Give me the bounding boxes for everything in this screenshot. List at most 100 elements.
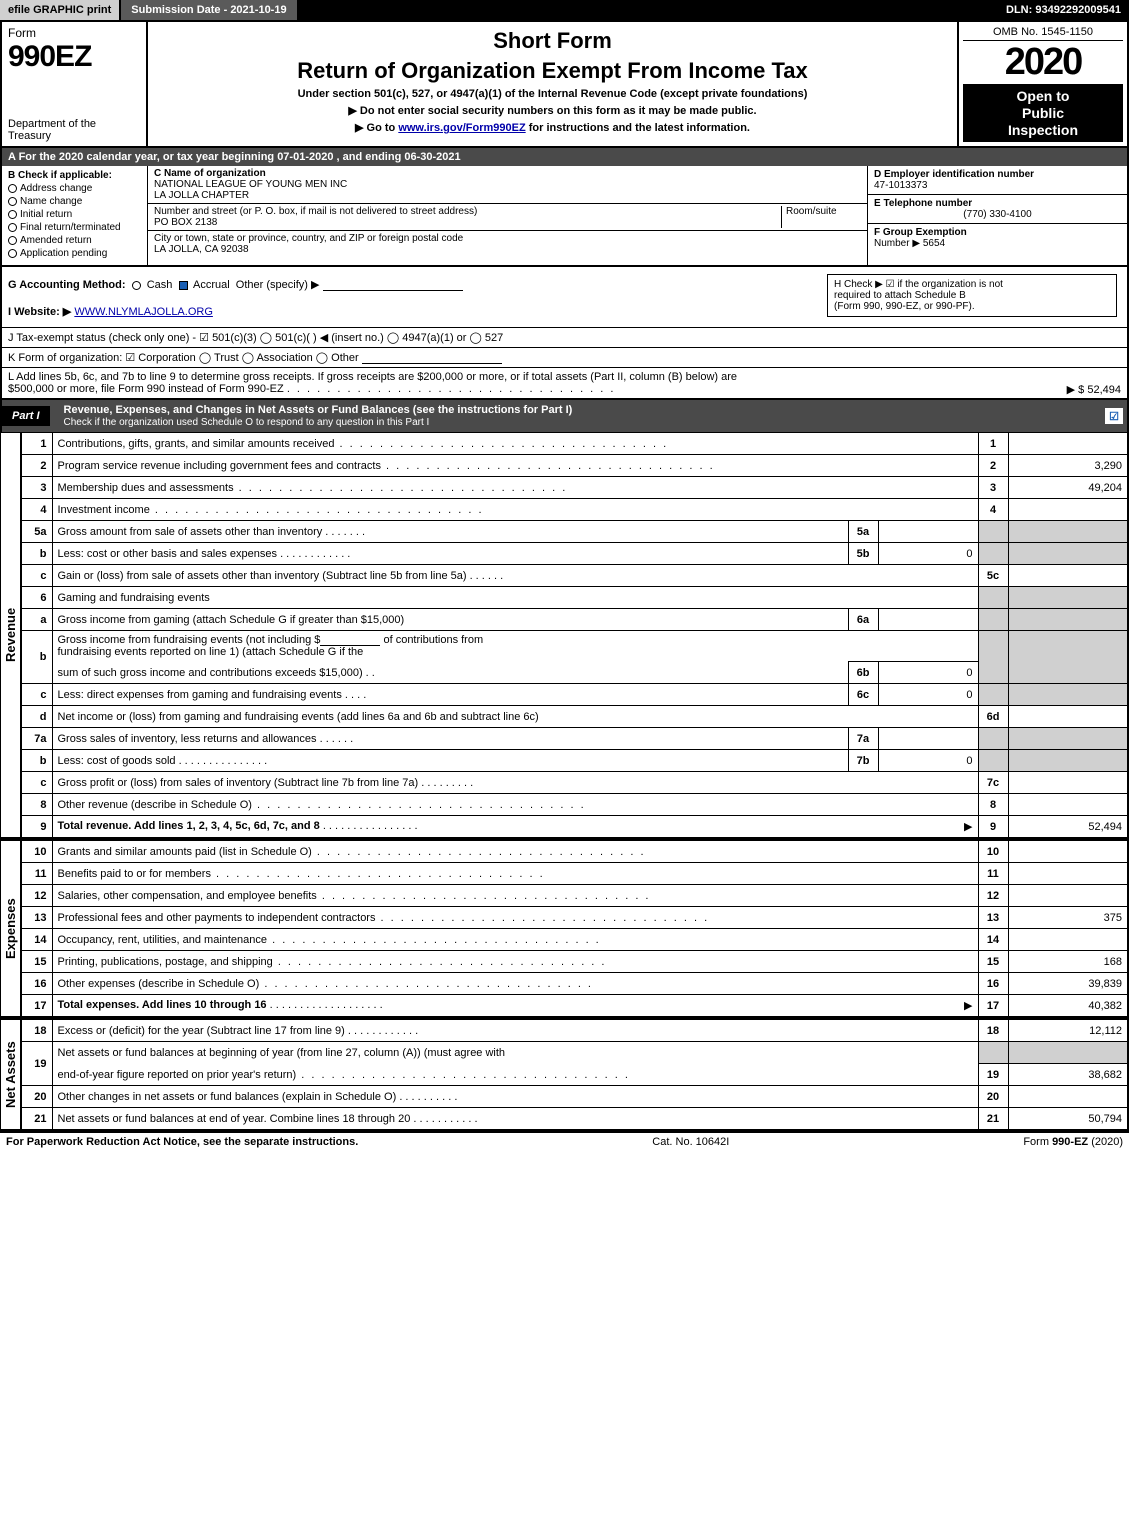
address-value: PO BOX 2138 [154,217,781,228]
block-b: B Check if applicable: Address change Na… [2,166,148,265]
h-line-1: H Check ▶ ☑ if the organization is not [834,279,1110,290]
row-desc-3: fundraising events reported on line 1) (… [58,646,364,658]
row-key: 12 [978,885,1008,907]
row-desc: Printing, publications, postage, and shi… [58,956,273,968]
expenses-table: 10Grants and similar amounts paid (list … [22,840,1129,1017]
amended-return-check[interactable]: Amended return [8,235,141,246]
accrual-check[interactable] [179,281,188,290]
ein-label: D Employer identification number [874,169,1121,180]
cash-check[interactable] [132,281,141,290]
table-row: sum of such gross income and contributio… [22,662,1128,684]
mini-val: 0 [878,750,978,772]
main-title: Return of Organization Exempt From Incom… [156,58,949,84]
table-row: 14 Occupancy, rent, utilities, and mainte… [22,929,1128,951]
table-row: 1Contributions, gifts, grants, and simil… [22,433,1128,455]
group-number-value: 5654 [923,238,945,249]
application-pending-check[interactable]: Application pending [8,248,141,259]
table-row: bLess: cost of goods sold . . . . . . . … [22,750,1128,772]
row-val [1008,794,1128,816]
info-block: B Check if applicable: Address change Na… [0,166,1129,267]
row-key: 21 [978,1108,1008,1130]
row-desc: Gaming and fundraising events [52,587,978,609]
omb-number: OMB No. 1545-1150 [963,26,1123,41]
line-l-value: ▶ $ 52,494 [1067,383,1121,396]
block-def: D Employer identification number 47-1013… [867,166,1127,265]
row-desc-2: of contributions from [383,634,483,646]
address-change-check[interactable]: Address change [8,183,141,194]
mini-key: 7b [848,750,878,772]
header-center: Short Form Return of Organization Exempt… [148,22,957,146]
shade-cell [1008,750,1128,772]
row-desc: Net assets or fund balances at beginning… [52,1042,978,1064]
mini-val: 0 [878,684,978,706]
table-row: dNet income or (loss) from gaming and fu… [22,706,1128,728]
table-row: 16Other expenses (describe in Schedule O… [22,973,1128,995]
row-desc: Total revenue. Add lines 1, 2, 3, 4, 5c,… [58,820,320,832]
other-specify-field[interactable] [323,279,463,291]
row-desc: Gain or (loss) from sale of assets other… [58,570,467,582]
row-desc: Excess or (deficit) for the year (Subtra… [58,1025,345,1037]
shade-cell [1008,684,1128,706]
period-band: A For the 2020 calendar year, or tax yea… [0,148,1129,166]
table-row: 7aGross sales of inventory, less returns… [22,728,1128,750]
row-val [1008,565,1128,587]
row-num: c [22,772,52,794]
row-desc-4: sum of such gross income and contributio… [58,667,363,679]
row-desc: Occupancy, rent, utilities, and maintena… [58,934,268,946]
table-row: cGain or (loss) from sale of assets othe… [22,565,1128,587]
row-num: 21 [22,1108,52,1130]
dots [287,383,616,395]
final-return-check[interactable]: Final return/terminated [8,222,141,233]
inspection-box: Open to Public Inspection [963,84,1123,142]
inspection-label: Inspection [965,122,1121,139]
h-line-2: required to attach Schedule B [834,290,1110,301]
row-num: 12 [22,885,52,907]
schedule-o-check[interactable]: ☑ [1105,408,1123,424]
row-val [1008,929,1128,951]
row-key: 5c [978,565,1008,587]
website-link[interactable]: WWW.NLYMLAJOLLA.ORG [74,306,213,318]
initial-return-check[interactable]: Initial return [8,209,141,220]
contrib-field[interactable] [320,634,380,646]
table-row: end-of-year figure reported on prior yea… [22,1064,1128,1086]
name-change-label: Name change [20,196,82,207]
mini-key: 5a [848,521,878,543]
part-1-title: Revenue, Expenses, and Changes in Net As… [58,400,1105,432]
row-desc: Benefits paid to or for members [58,868,211,880]
row-num: a [22,609,52,631]
row-val: 49,204 [1008,477,1128,499]
subtitle-2: ▶ Do not enter social security numbers o… [156,104,949,117]
expenses-section: Expenses 10Grants and similar amounts pa… [0,840,1129,1019]
row-val: 375 [1008,907,1128,929]
shade-cell [978,631,1008,684]
row-val [1008,1086,1128,1108]
name-change-check[interactable]: Name change [8,196,141,207]
row-num: 18 [22,1020,52,1042]
table-row: 20Other changes in net assets or fund ba… [22,1086,1128,1108]
row-key: 14 [978,929,1008,951]
subtitle-3: ▶ Go to www.irs.gov/Form990EZ for instru… [156,121,949,134]
row-num: 9 [22,816,52,838]
table-row: cGross profit or (loss) from sales of in… [22,772,1128,794]
line-j: J Tax-exempt status (check only one) - ☑… [2,328,1127,348]
expenses-side-label: Expenses [0,840,22,1017]
shade-cell [978,1042,1008,1064]
row-val [1008,841,1128,863]
mini-val [878,609,978,631]
row-desc: Investment income [58,504,150,516]
shade-cell [978,543,1008,565]
row-num: 7a [22,728,52,750]
row-num: 8 [22,794,52,816]
irs-link[interactable]: www.irs.gov/Form990EZ [398,122,525,134]
row-key: 11 [978,863,1008,885]
final-return-label: Final return/terminated [20,222,121,233]
revenue-table: 1Contributions, gifts, grants, and simil… [22,432,1129,838]
row-desc: Less: cost or other basis and sales expe… [58,548,278,560]
row-desc: Total expenses. Add lines 10 through 16 [58,999,267,1011]
line-k: K Form of organization: ☑ Corporation ◯ … [2,348,1127,368]
netassets-table: 18 Excess or (deficit) for the year (Subt… [22,1019,1129,1130]
phone-value: (770) 330-4100 [874,209,1121,220]
table-row: 2Program service revenue including gover… [22,455,1128,477]
other-org-field[interactable] [362,352,502,364]
form-org-text: K Form of organization: ☑ Corporation ◯ … [8,352,359,364]
